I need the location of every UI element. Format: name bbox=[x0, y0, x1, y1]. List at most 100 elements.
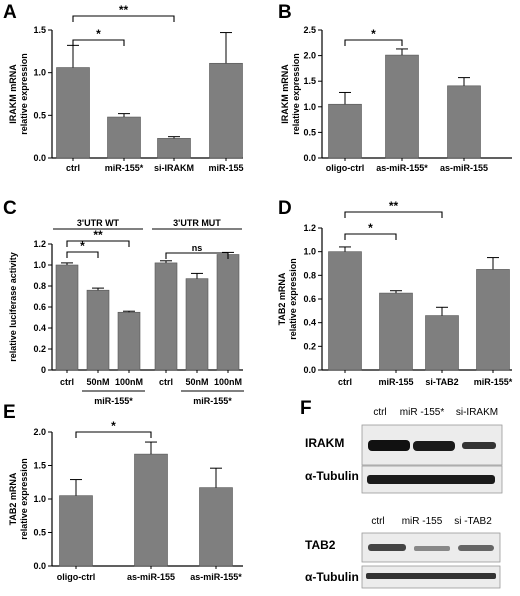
group-header: 3'UTR WT bbox=[77, 218, 120, 228]
y-tick-label: 0 bbox=[41, 365, 46, 375]
lane-label: miR -155 bbox=[402, 516, 443, 527]
x-category-label: ctrl bbox=[338, 377, 352, 387]
y-tick-label: 0.4 bbox=[33, 323, 46, 333]
bar bbox=[134, 453, 168, 567]
panel-letter: A bbox=[3, 2, 17, 23]
y-axis-label: TAB2 mRNArelative expression bbox=[8, 458, 29, 540]
bar bbox=[476, 269, 510, 371]
significance-bracket bbox=[75, 431, 152, 438]
panel-letter: F bbox=[300, 398, 312, 419]
lane-label: miR -155* bbox=[400, 407, 445, 418]
x-category-label: miR-155* bbox=[105, 163, 144, 173]
bar bbox=[425, 315, 459, 371]
bar bbox=[154, 262, 178, 371]
x-category-label: si-TAB2 bbox=[425, 377, 458, 387]
lane-label: si-IRAKM bbox=[456, 407, 498, 418]
western-band bbox=[413, 441, 455, 451]
western-band bbox=[368, 440, 410, 451]
bar bbox=[199, 487, 233, 567]
western-band bbox=[367, 475, 495, 484]
western-band bbox=[414, 546, 450, 551]
bar bbox=[328, 103, 362, 159]
x-category-label: miR-155* bbox=[474, 377, 513, 387]
y-tick-label: 2.0 bbox=[33, 427, 46, 437]
chart-panel-e: E 0.0 0.5 1.0 1.5 2.0 TAB2 mRNArelative expres… bbox=[3, 402, 243, 582]
bar bbox=[209, 62, 243, 159]
significance-bracket bbox=[165, 252, 229, 259]
western-band bbox=[368, 544, 406, 551]
bar bbox=[86, 289, 110, 371]
significance-bracket bbox=[72, 39, 125, 46]
x-category-label: ctrl bbox=[66, 163, 80, 173]
y-tick-label: 0.4 bbox=[303, 318, 316, 328]
y-tick-label: 1.0 bbox=[33, 68, 46, 78]
x-category-label: ctrl bbox=[159, 377, 173, 387]
x-category-label: 50nM bbox=[86, 377, 109, 387]
y-tick-label: 1.0 bbox=[33, 494, 46, 504]
western-band bbox=[366, 573, 496, 579]
bar bbox=[117, 311, 141, 371]
bar bbox=[447, 85, 481, 159]
chart-panel-d: D 0.0 0.2 0.4 0.6 0.8 1.0 1.2 TAB2 mRNArelative … bbox=[277, 198, 513, 387]
y-tick-label: 0.0 bbox=[303, 365, 316, 375]
bar bbox=[59, 495, 93, 567]
x-category-label: as-miR-155* bbox=[190, 572, 242, 582]
blot-row-label: TAB2 bbox=[305, 538, 336, 552]
bar bbox=[56, 67, 90, 159]
y-tick-label: 0.0 bbox=[33, 153, 46, 163]
y-axis-label: IRAKM mRNArelative expression bbox=[280, 53, 301, 135]
y-tick-label: 0.6 bbox=[303, 294, 316, 304]
x-category-label: 100nM bbox=[115, 377, 143, 387]
significance-bracket bbox=[66, 251, 99, 258]
significance-label: ** bbox=[389, 199, 399, 213]
significance-label: ** bbox=[93, 228, 103, 242]
significance-label: * bbox=[371, 27, 376, 41]
x-category-label: miR-155 bbox=[208, 163, 243, 173]
chart-panel-b: B 0.0 0.5 1.0 1.5 2.0 2.5 IRAKM mRNArelative ex… bbox=[278, 2, 512, 173]
bar bbox=[379, 292, 413, 371]
significance-bracket bbox=[344, 39, 403, 46]
chart-panel-a: A 0.0 0.5 1.0 1.5 IRAKM mRNArelative expressi… bbox=[3, 2, 244, 173]
bar bbox=[385, 54, 419, 159]
significance-label: * bbox=[111, 419, 116, 433]
significance-label: ** bbox=[119, 3, 129, 17]
y-tick-label: 1.0 bbox=[303, 247, 316, 257]
bar bbox=[107, 116, 141, 159]
x-category-label: as-miR-155 bbox=[127, 572, 175, 582]
significance-label: * bbox=[80, 239, 85, 253]
x-category-label: 50nM bbox=[185, 377, 208, 387]
y-tick-label: 0.6 bbox=[33, 302, 46, 312]
panel-letter: D bbox=[278, 198, 292, 219]
y-tick-label: 1.0 bbox=[303, 102, 316, 112]
x-category-label: si-IRAKM bbox=[154, 163, 194, 173]
bar bbox=[55, 264, 79, 371]
bar bbox=[328, 251, 362, 371]
y-tick-label: 2.5 bbox=[303, 25, 316, 35]
bar bbox=[185, 278, 209, 371]
lane-label: ctrl bbox=[373, 407, 386, 418]
bar bbox=[216, 254, 240, 371]
y-tick-label: 0.8 bbox=[303, 270, 316, 280]
sublabel: miR-155* bbox=[94, 396, 133, 406]
blot-row-label: α-Tubulin bbox=[305, 570, 359, 584]
y-tick-label: 1.5 bbox=[303, 76, 316, 86]
significance-bracket bbox=[344, 233, 397, 240]
western-band bbox=[462, 442, 496, 449]
significance-label: ns bbox=[192, 243, 203, 253]
y-tick-label: 0.8 bbox=[33, 281, 46, 291]
y-tick-label: 1.5 bbox=[33, 461, 46, 471]
significance-label: * bbox=[368, 221, 373, 235]
panel-letter: B bbox=[278, 2, 292, 23]
significance-bracket bbox=[72, 15, 175, 22]
y-axis-label: relative luciferase activity bbox=[8, 252, 18, 362]
y-tick-label: 0.0 bbox=[33, 561, 46, 571]
y-tick-label: 1.5 bbox=[33, 25, 46, 35]
panel-f-western-blot: F ctrl miR -155* si-IRAKM IRAKM α-Tubuli… bbox=[300, 398, 503, 589]
y-tick-label: 0.2 bbox=[33, 344, 46, 354]
x-category-label: ctrl bbox=[60, 377, 74, 387]
x-category-label: oligo-ctrl bbox=[57, 572, 96, 582]
x-category-label: as-miR-155 bbox=[440, 163, 488, 173]
y-tick-label: 1.2 bbox=[303, 223, 316, 233]
group-header: 3'UTR MUT bbox=[173, 218, 221, 228]
